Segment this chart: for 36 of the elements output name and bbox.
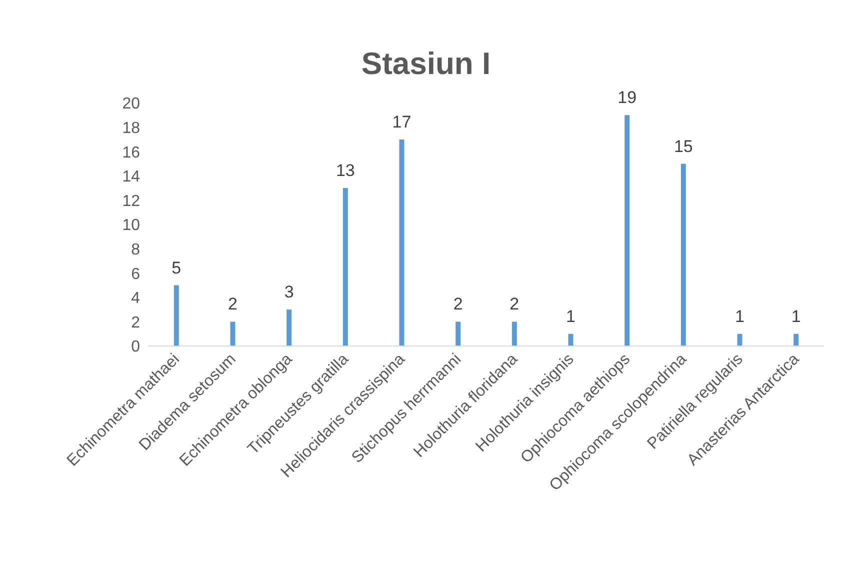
data-label: 17 [392,112,412,132]
data-label: 15 [674,136,693,156]
bar [456,322,461,346]
y-tick-label: 2 [131,314,140,332]
y-tick-label: 14 [122,168,140,186]
bar [342,188,348,346]
bar [624,115,630,346]
bar [174,285,179,346]
chart-title: Stasiun I [360,46,492,82]
bar [568,334,574,346]
data-label: 1 [735,306,744,326]
bar [794,334,799,346]
y-tick-label: 18 [122,120,140,137]
data-label: 2 [228,294,238,314]
data-label: 5 [172,258,182,278]
y-tick-label: 16 [122,144,140,162]
y-tick-label: 6 [131,266,140,283]
y-tick-label: 0 [131,338,140,356]
bar [230,322,236,346]
y-tick-label: 12 [122,192,140,210]
bar [737,334,742,346]
y-tick-label: 4 [131,290,140,308]
data-label: 2 [510,294,520,314]
y-tick-label: 10 [122,217,140,234]
bar [399,139,404,346]
data-label: 2 [453,294,463,314]
y-tick-label: 20 [122,96,140,113]
data-label: 3 [284,282,294,302]
data-label: 13 [336,161,355,180]
data-label: 1 [566,306,576,326]
y-tick-label: 8 [131,241,140,258]
data-label: 19 [618,88,637,108]
bar [680,164,686,346]
bar [286,310,292,346]
data-label: 1 [791,306,801,326]
bar [512,322,517,346]
